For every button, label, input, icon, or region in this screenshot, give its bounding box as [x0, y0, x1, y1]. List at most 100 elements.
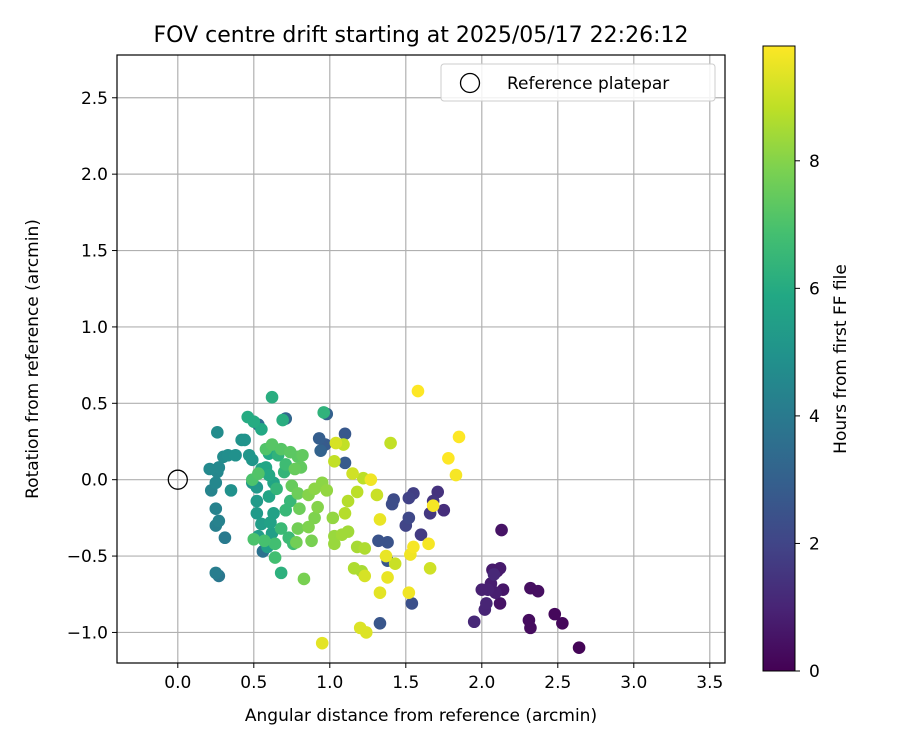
data-point	[209, 476, 223, 490]
data-point	[209, 502, 223, 516]
data-point	[218, 531, 232, 545]
legend-box	[440, 63, 716, 102]
data-point	[381, 571, 394, 584]
y-axis-ticks: −1.0 −0.5 0.0 0.5 1.0 1.5 2.0 2.5	[67, 89, 117, 643]
y-axis-label: Rotation from reference (arcmin)	[23, 219, 43, 499]
data-point	[212, 514, 226, 528]
data-point	[364, 473, 378, 486]
data-point	[493, 597, 507, 610]
data-point	[423, 561, 437, 575]
data-point	[247, 415, 261, 428]
data-point	[328, 455, 341, 468]
data-point	[279, 503, 293, 517]
x-tick-label: 1.5	[392, 673, 419, 693]
data-point	[293, 502, 306, 516]
data-point	[302, 520, 315, 534]
data-point	[373, 513, 387, 526]
data-point	[480, 597, 493, 610]
x-tick-label: 3.5	[696, 673, 723, 693]
data-point	[305, 534, 318, 548]
data-point	[388, 557, 402, 571]
data-point	[326, 511, 340, 525]
data-point	[402, 491, 416, 505]
data-point	[405, 597, 419, 610]
data-point	[238, 433, 251, 447]
data-point	[229, 448, 242, 462]
data-point	[329, 436, 343, 450]
data-point	[290, 536, 303, 549]
y-tick-label: 0.0	[81, 471, 108, 491]
data-point	[442, 451, 455, 465]
y-tick-label: 0.5	[81, 394, 108, 414]
data-point	[495, 523, 508, 537]
data-point	[276, 413, 289, 427]
data-point	[358, 569, 372, 583]
y-tick-label: 1.5	[81, 242, 108, 262]
colorbar-tick-label: 8	[809, 152, 820, 172]
data-point	[522, 613, 536, 627]
data-point	[556, 616, 569, 630]
grid-lines	[117, 55, 725, 663]
data-point	[320, 484, 334, 497]
data-point	[288, 462, 302, 476]
data-point	[411, 384, 425, 398]
data-point	[291, 487, 305, 500]
data-point	[358, 542, 372, 555]
data-point	[274, 566, 288, 580]
data-point	[262, 468, 276, 482]
data-point	[531, 584, 545, 598]
data-point	[317, 406, 331, 419]
y-tick-label: 2.5	[81, 89, 108, 109]
x-tick-label: 0.0	[164, 673, 191, 693]
y-tick-label: 2.0	[81, 165, 108, 185]
data-point	[250, 506, 264, 520]
data-point	[402, 511, 416, 525]
data-point	[297, 572, 311, 586]
data-point	[245, 453, 259, 467]
data-point	[270, 482, 283, 496]
colorbar-tick-label: 6	[809, 279, 820, 299]
colorbar-tick-label: 2	[809, 534, 820, 554]
data-point	[341, 525, 355, 538]
data-point	[372, 534, 385, 548]
data-point	[346, 467, 359, 480]
x-tick-label: 3.0	[620, 673, 647, 693]
y-tick-label: −1.0	[67, 623, 108, 643]
x-tick-label: 2.0	[468, 673, 495, 693]
data-point	[341, 494, 355, 508]
data-point	[487, 568, 501, 581]
data-point	[247, 532, 261, 546]
chart-title: FOV centre drift starting at 2025/05/17 …	[154, 23, 689, 48]
y-tick-label: −0.5	[67, 547, 108, 567]
data-point	[315, 636, 329, 650]
data-point	[262, 490, 276, 503]
data-point	[268, 551, 282, 564]
data-point	[359, 626, 373, 639]
data-point	[347, 561, 361, 575]
data-point	[384, 436, 397, 450]
data-point	[312, 432, 326, 445]
data-point	[350, 485, 364, 499]
x-axis-ticks: 0.0 0.5 1.0 1.5 2.0 2.5 3.0 3.5	[164, 663, 723, 693]
data-point	[267, 506, 280, 520]
data-point	[311, 500, 324, 514]
data-point	[338, 456, 352, 470]
data-point	[291, 522, 305, 535]
data-point	[422, 537, 435, 551]
data-point	[373, 586, 387, 600]
data-point	[203, 462, 217, 476]
data-point	[338, 506, 352, 520]
data-points	[167, 384, 586, 655]
legend-entry-reference: Reference platepar	[507, 74, 669, 94]
data-point	[426, 499, 440, 512]
legend: Reference platepar	[440, 63, 716, 102]
data-point	[268, 537, 282, 551]
data-point	[452, 430, 466, 444]
reference-platepar-marker	[167, 469, 188, 490]
plot-frame	[116, 54, 726, 664]
data-point	[255, 422, 268, 436]
data-point	[407, 540, 420, 554]
data-point	[385, 497, 399, 511]
data-point	[475, 583, 489, 596]
